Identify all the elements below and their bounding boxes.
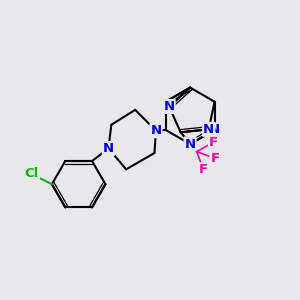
Text: F: F [209,136,218,148]
Text: N: N [184,138,196,151]
Text: N: N [164,100,175,113]
Text: N: N [203,123,214,136]
Text: F: F [210,152,220,165]
Text: Cl: Cl [25,167,39,180]
Text: N: N [150,124,161,137]
Text: N: N [209,123,220,136]
Text: F: F [199,163,208,176]
Text: N: N [103,142,114,155]
